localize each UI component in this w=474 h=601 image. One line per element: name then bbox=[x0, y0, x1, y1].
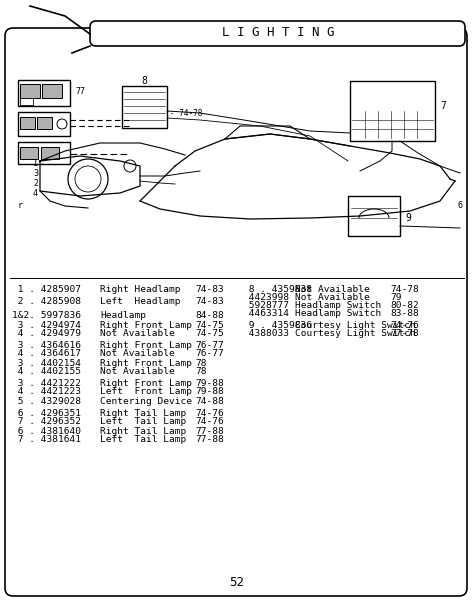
Text: 77-88: 77-88 bbox=[195, 427, 224, 436]
Text: 7: 7 bbox=[440, 101, 446, 111]
Text: 74-76: 74-76 bbox=[390, 322, 419, 331]
Text: 52: 52 bbox=[229, 576, 245, 590]
Text: 4388033: 4388033 bbox=[243, 329, 289, 338]
Bar bbox=[18, 80, 70, 106]
Text: 79-88: 79-88 bbox=[195, 379, 224, 388]
Text: 3 . 4294974: 3 . 4294974 bbox=[12, 322, 81, 331]
Text: 77-88: 77-88 bbox=[195, 436, 224, 445]
Text: 7 . 4296352: 7 . 4296352 bbox=[12, 416, 81, 426]
Text: 74-75: 74-75 bbox=[195, 322, 224, 331]
Text: Right Headlamp: Right Headlamp bbox=[100, 284, 181, 293]
Text: 79-88: 79-88 bbox=[195, 386, 224, 395]
Text: 1&2. 5997836: 1&2. 5997836 bbox=[12, 311, 81, 320]
Bar bbox=[18, 142, 70, 164]
Text: Not Available: Not Available bbox=[295, 293, 370, 302]
Text: 3: 3 bbox=[33, 168, 38, 177]
Text: r: r bbox=[18, 201, 22, 210]
Text: 1: 1 bbox=[33, 159, 38, 168]
Text: 9: 9 bbox=[405, 213, 411, 223]
Text: 8 . 4359838: 8 . 4359838 bbox=[243, 284, 312, 293]
Text: 74-83: 74-83 bbox=[195, 284, 224, 293]
Text: Headlamp Switch: Headlamp Switch bbox=[295, 300, 381, 310]
Text: Right Front Lamp: Right Front Lamp bbox=[100, 322, 192, 331]
Text: 8: 8 bbox=[141, 76, 147, 86]
Text: Right Front Lamp: Right Front Lamp bbox=[100, 341, 192, 350]
Text: 78: 78 bbox=[195, 367, 207, 376]
Text: 74-76: 74-76 bbox=[195, 409, 224, 418]
Text: Courtesy Light Switch: Courtesy Light Switch bbox=[295, 322, 416, 331]
Text: 80-82: 80-82 bbox=[390, 300, 419, 310]
Text: 9 . 4359836: 9 . 4359836 bbox=[243, 322, 312, 331]
Text: 77-78: 77-78 bbox=[390, 329, 419, 338]
Text: Headlamp: Headlamp bbox=[100, 311, 146, 320]
Text: 74-78: 74-78 bbox=[390, 284, 419, 293]
Text: 6: 6 bbox=[458, 201, 463, 210]
Text: - 74-78: - 74-78 bbox=[170, 109, 202, 118]
Text: 79: 79 bbox=[390, 293, 401, 302]
Text: 4463314: 4463314 bbox=[243, 308, 289, 317]
Text: Not Available: Not Available bbox=[295, 284, 370, 293]
Text: Not Available: Not Available bbox=[100, 367, 175, 376]
Text: L I G H T I N G: L I G H T I N G bbox=[222, 26, 334, 40]
Text: 6 . 4296351: 6 . 4296351 bbox=[12, 409, 81, 418]
Text: Centering Device: Centering Device bbox=[100, 397, 192, 406]
Bar bbox=[42, 84, 62, 98]
Text: 4 . 4421223: 4 . 4421223 bbox=[12, 386, 81, 395]
Text: Courtesy Light Switch: Courtesy Light Switch bbox=[295, 329, 416, 338]
Text: 83-88: 83-88 bbox=[390, 308, 419, 317]
FancyBboxPatch shape bbox=[5, 28, 467, 596]
Text: Not Available: Not Available bbox=[100, 329, 175, 338]
Text: Right Tail Lamp: Right Tail Lamp bbox=[100, 409, 186, 418]
Text: 2: 2 bbox=[33, 178, 38, 188]
Text: 76-77: 76-77 bbox=[195, 349, 224, 358]
Text: Right Front Lamp: Right Front Lamp bbox=[100, 379, 192, 388]
Text: 74-88: 74-88 bbox=[195, 397, 224, 406]
Bar bbox=[18, 112, 70, 136]
Text: 74-83: 74-83 bbox=[195, 297, 224, 307]
Text: 77: 77 bbox=[75, 87, 85, 96]
Text: 4423998: 4423998 bbox=[243, 293, 289, 302]
Text: 6 . 4381640: 6 . 4381640 bbox=[12, 427, 81, 436]
Text: 1 . 4285907: 1 . 4285907 bbox=[12, 284, 81, 293]
Text: 3 . 4421222: 3 . 4421222 bbox=[12, 379, 81, 388]
Bar bbox=[348, 196, 400, 236]
Text: 4 . 4294979: 4 . 4294979 bbox=[12, 329, 81, 338]
Text: Left  Headlamp: Left Headlamp bbox=[100, 297, 181, 307]
Text: 4: 4 bbox=[33, 189, 38, 198]
Text: 5928777: 5928777 bbox=[243, 300, 289, 310]
Bar bbox=[41, 147, 59, 159]
Bar bbox=[37, 117, 52, 129]
Text: Not Available: Not Available bbox=[100, 349, 175, 358]
FancyBboxPatch shape bbox=[90, 21, 465, 46]
Text: 76-77: 76-77 bbox=[195, 341, 224, 350]
Text: 4 . 4402155: 4 . 4402155 bbox=[12, 367, 81, 376]
Text: 3 . 4364616: 3 . 4364616 bbox=[12, 341, 81, 350]
Text: Left  Tail Lamp: Left Tail Lamp bbox=[100, 436, 186, 445]
Text: Headlamp Switch: Headlamp Switch bbox=[295, 308, 381, 317]
Bar bbox=[122, 86, 167, 128]
Bar bbox=[350, 81, 435, 141]
Text: 74-75: 74-75 bbox=[195, 329, 224, 338]
Text: 78: 78 bbox=[195, 359, 207, 368]
Text: Left  Tail Lamp: Left Tail Lamp bbox=[100, 416, 186, 426]
Text: 84-88: 84-88 bbox=[195, 311, 224, 320]
Text: 4 . 4364617: 4 . 4364617 bbox=[12, 349, 81, 358]
Text: 74-76: 74-76 bbox=[195, 416, 224, 426]
Text: 5 . 4329028: 5 . 4329028 bbox=[12, 397, 81, 406]
Text: Right Tail Lamp: Right Tail Lamp bbox=[100, 427, 186, 436]
Bar bbox=[20, 84, 40, 98]
Bar bbox=[20, 117, 35, 129]
Text: 7 . 4381641: 7 . 4381641 bbox=[12, 436, 81, 445]
Bar bbox=[20, 147, 38, 159]
Text: 3 . 4402154: 3 . 4402154 bbox=[12, 359, 81, 368]
Text: 2 . 4285908: 2 . 4285908 bbox=[12, 297, 81, 307]
Bar bbox=[20, 98, 33, 105]
Text: Left  Front Lamp: Left Front Lamp bbox=[100, 386, 192, 395]
Text: Right Front Lamp: Right Front Lamp bbox=[100, 359, 192, 368]
